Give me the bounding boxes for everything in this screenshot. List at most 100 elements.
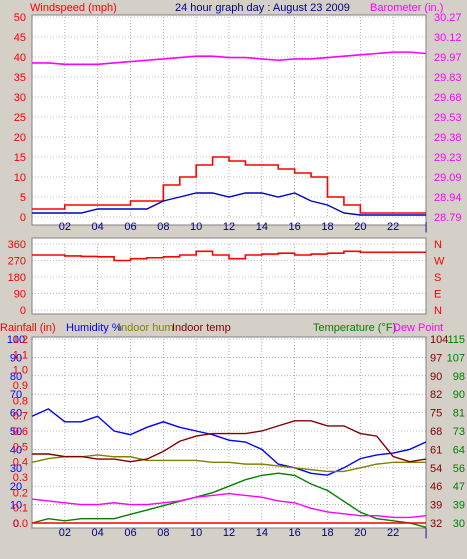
x-tick-label: 18 — [321, 221, 333, 233]
series-line-indoor_hum — [31, 454, 426, 473]
tick-label-left: 360 — [8, 239, 26, 251]
tick-label-rainfall: 1.1 — [13, 349, 28, 361]
x-tick-label: 12 — [223, 221, 235, 233]
series-line-wind — [32, 156, 426, 214]
x-tick-label: 14 — [256, 527, 268, 539]
chart-title: 24 hour graph day : August 23 2009 — [175, 2, 350, 14]
rainfall-label: Rainfall (in) — [0, 322, 56, 334]
tick-label-temperature: 47 — [453, 481, 465, 493]
tick-label-temperature: 30 — [453, 518, 465, 530]
tick-label-right: 29.53 — [434, 112, 462, 124]
tick-label-right: 29.38 — [434, 132, 462, 144]
tick-label-indoor-temp: 82 — [430, 389, 442, 401]
tick-label-rainfall: 0.7 — [13, 411, 28, 423]
tick-label-left: 35 — [14, 72, 26, 84]
tick-label-right: 30.27 — [434, 12, 462, 24]
tick-label-left: 40 — [14, 52, 26, 64]
tick-label-rainfall: 0.6 — [13, 426, 28, 438]
tick-label-humidity: 100 — [7, 334, 25, 346]
x-tick-label: 02 — [59, 221, 71, 233]
tick-label-humidity: 60 — [10, 408, 22, 420]
x-tick-label: 08 — [157, 527, 169, 539]
tick-label-right: 29.68 — [434, 92, 462, 104]
tick-label-rainfall: 1.2 — [13, 334, 28, 346]
series-line-humidity — [31, 408, 427, 476]
tick-label-left: 15 — [14, 152, 26, 164]
tick-label-rainfall: 0.2 — [13, 487, 28, 499]
tick-label-right: 29.97 — [434, 52, 462, 64]
x-tick-label: 10 — [190, 221, 202, 233]
x-tick-label: 20 — [354, 221, 366, 233]
x-tick-label: 06 — [124, 527, 136, 539]
tick-label-temperature: 73 — [453, 426, 465, 438]
tick-label-indoor-temp: 46 — [430, 481, 442, 493]
tick-label-rainfall: 0.1 — [13, 503, 28, 515]
tick-label-humidity: 50 — [10, 426, 22, 438]
x-tick-label: 20 — [354, 527, 366, 539]
tick-label-temperature: 115 — [447, 334, 465, 346]
tick-label-indoor-temp: 104 — [430, 334, 448, 346]
tick-label-right: N — [434, 305, 442, 317]
series-line-direction — [32, 250, 426, 262]
tick-label-left: 180 — [8, 272, 26, 284]
tick-label-indoor-temp: 75 — [430, 408, 442, 420]
tick-label-temperature: 81 — [453, 408, 465, 420]
tick-label-humidity: 0 — [13, 518, 19, 530]
x-tick-label: 14 — [256, 221, 268, 233]
series-line-indoor_temp — [32, 420, 427, 463]
x-tick-label: 22 — [387, 221, 399, 233]
tick-label-indoor-temp: 32 — [430, 518, 442, 530]
tick-label-right: N — [434, 239, 442, 251]
x-tick-label: 02 — [59, 527, 71, 539]
tick-label-left: 270 — [8, 256, 26, 268]
tick-label-indoor-temp: 90 — [430, 371, 442, 383]
x-tick-label: 04 — [92, 221, 104, 233]
x-tick-label: | — [425, 527, 428, 539]
tick-label-left: 5 — [20, 192, 26, 204]
left-axis-title: Windspeed (mph) — [30, 2, 117, 14]
tick-label-left: 0 — [20, 212, 26, 224]
indoor-hum-label: Indoor hum — [118, 322, 174, 334]
tick-label-left: 20 — [14, 132, 26, 144]
tick-label-right: E — [434, 289, 441, 301]
indoor-temp-label: Indoor temp — [172, 322, 231, 334]
tick-label-humidity: 10 — [10, 500, 22, 512]
tick-label-temperature: 90 — [453, 389, 465, 401]
tick-label-rainfall: 0.5 — [13, 441, 28, 453]
tick-label-left: 90 — [14, 289, 26, 301]
series-line-dewpoint — [31, 492, 427, 519]
tick-label-right: W — [434, 256, 445, 268]
tick-label-left: 45 — [14, 32, 26, 44]
tick-label-right: S — [434, 272, 441, 284]
tick-label-indoor-temp: 54 — [430, 463, 442, 475]
series-line-barometer — [32, 51, 427, 66]
tick-label-rainfall: 0.0 — [13, 518, 28, 530]
tick-label-right: 28.79 — [434, 212, 462, 224]
tick-label-left: 10 — [14, 172, 26, 184]
x-tick-label: 04 — [92, 527, 104, 539]
x-tick-label: 12 — [223, 527, 235, 539]
tick-label-left: 30 — [14, 92, 26, 104]
tick-label-left: 0 — [20, 305, 26, 317]
tick-label-rainfall: 0.4 — [13, 457, 28, 469]
tick-label-temperature: 39 — [453, 500, 465, 512]
series-line-gust — [32, 192, 426, 216]
tick-label-right: 29.09 — [434, 172, 462, 184]
x-tick-label: 22 — [387, 527, 399, 539]
tick-label-right: 29.23 — [434, 152, 462, 164]
x-tick-label: 18 — [321, 527, 333, 539]
tick-label-humidity: 30 — [10, 463, 22, 475]
plot-area-direction — [31, 237, 427, 315]
tick-label-right: 29.83 — [434, 72, 462, 84]
temperature-label: Temperature (°F) — [313, 322, 396, 334]
x-tick-label: 16 — [289, 221, 301, 233]
tick-label-indoor-temp: 39 — [430, 500, 442, 512]
humidity-label: Humidity % — [66, 322, 122, 334]
tick-label-indoor-temp: 61 — [430, 444, 442, 456]
tick-label-temperature: 64 — [453, 444, 465, 456]
tick-label-left: 50 — [14, 12, 26, 24]
tick-label-humidity: 20 — [10, 481, 22, 493]
tick-label-rainfall: 0.3 — [13, 472, 28, 484]
tick-label-left: 25 — [14, 112, 26, 124]
